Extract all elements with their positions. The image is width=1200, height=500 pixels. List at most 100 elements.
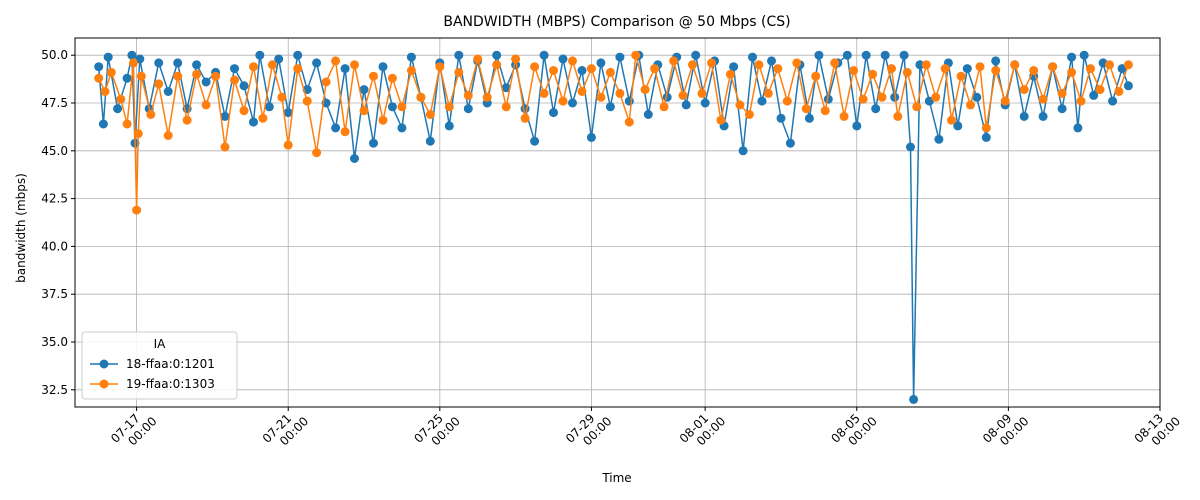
data-point bbox=[1057, 88, 1067, 98]
data-point bbox=[293, 50, 303, 60]
data-point bbox=[277, 92, 287, 102]
data-point bbox=[520, 113, 530, 123]
data-point bbox=[1105, 60, 1114, 70]
data-point bbox=[605, 102, 615, 112]
y-tick-label: 32.5 bbox=[41, 383, 68, 397]
data-point bbox=[735, 100, 745, 110]
data-point bbox=[267, 60, 277, 70]
data-point bbox=[331, 123, 341, 133]
data-point bbox=[211, 71, 221, 81]
data-point bbox=[163, 87, 173, 96]
data-point bbox=[492, 50, 502, 60]
data-point bbox=[387, 73, 397, 83]
data-point bbox=[842, 50, 852, 60]
data-point bbox=[230, 75, 239, 85]
data-point bbox=[643, 110, 653, 119]
data-point bbox=[877, 92, 887, 102]
data-point bbox=[492, 60, 502, 70]
data-point bbox=[934, 134, 944, 144]
data-point bbox=[1073, 123, 1083, 133]
data-point bbox=[887, 64, 896, 74]
data-point bbox=[501, 102, 511, 112]
data-point bbox=[981, 132, 991, 142]
data-point bbox=[811, 71, 821, 81]
data-point bbox=[397, 102, 407, 112]
data-point bbox=[1019, 111, 1029, 121]
data-point bbox=[1108, 96, 1118, 106]
data-point bbox=[220, 111, 230, 121]
data-point bbox=[387, 102, 397, 112]
data-point bbox=[113, 104, 123, 114]
data-point bbox=[463, 104, 473, 114]
data-point bbox=[849, 66, 859, 75]
data-point bbox=[378, 62, 388, 72]
data-point bbox=[1010, 60, 1020, 70]
data-point bbox=[127, 50, 137, 60]
data-point bbox=[132, 205, 142, 215]
data-point bbox=[1000, 96, 1010, 106]
data-point bbox=[173, 71, 183, 81]
data-point bbox=[1076, 96, 1086, 106]
data-point bbox=[146, 110, 156, 119]
y-tick-label: 42.5 bbox=[41, 192, 68, 206]
data-point bbox=[283, 140, 293, 150]
data-point bbox=[624, 96, 634, 106]
data-point bbox=[239, 81, 249, 91]
data-point bbox=[106, 67, 116, 77]
data-point bbox=[577, 87, 587, 96]
data-point bbox=[1038, 94, 1048, 104]
data-point bbox=[586, 132, 596, 142]
plot-frame bbox=[74, 37, 1161, 408]
legend-marker bbox=[99, 379, 109, 389]
data-point bbox=[473, 54, 483, 64]
data-point bbox=[754, 60, 764, 70]
data-point bbox=[902, 67, 912, 77]
data-point bbox=[659, 102, 669, 112]
data-point bbox=[454, 50, 464, 60]
data-point bbox=[220, 142, 230, 152]
data-point bbox=[94, 73, 104, 83]
data-point bbox=[893, 111, 903, 121]
data-point bbox=[302, 96, 312, 106]
data-point bbox=[899, 50, 909, 60]
data-point bbox=[1089, 90, 1099, 100]
data-point bbox=[940, 64, 950, 74]
data-point bbox=[782, 96, 792, 106]
legend-label: 18-ffaa:0:1201 bbox=[126, 357, 215, 371]
data-point bbox=[549, 108, 558, 118]
data-point bbox=[1057, 104, 1067, 114]
data-point bbox=[915, 60, 925, 70]
data-point bbox=[520, 104, 530, 114]
data-point bbox=[255, 50, 265, 60]
data-point bbox=[669, 56, 679, 66]
data-point bbox=[463, 90, 473, 100]
data-point bbox=[416, 92, 426, 102]
data-point bbox=[880, 50, 890, 60]
data-point bbox=[264, 102, 274, 112]
data-point bbox=[1095, 85, 1105, 95]
data-point bbox=[133, 129, 143, 139]
data-point bbox=[425, 136, 435, 146]
data-point bbox=[738, 146, 748, 156]
y-tick-label: 47.5 bbox=[41, 96, 68, 110]
data-point bbox=[378, 115, 388, 125]
data-point bbox=[350, 60, 359, 70]
data-point bbox=[444, 121, 454, 131]
data-point bbox=[163, 131, 173, 140]
data-point bbox=[482, 92, 492, 102]
data-point bbox=[947, 115, 956, 125]
data-point bbox=[154, 58, 164, 68]
data-point bbox=[972, 92, 982, 102]
data-point bbox=[369, 71, 378, 81]
data-point bbox=[1086, 64, 1095, 74]
legend-title: IA bbox=[154, 337, 167, 351]
data-point bbox=[991, 66, 1001, 75]
data-point bbox=[568, 98, 577, 108]
data-point bbox=[94, 62, 104, 72]
data-point bbox=[173, 58, 183, 68]
data-point bbox=[650, 64, 660, 74]
